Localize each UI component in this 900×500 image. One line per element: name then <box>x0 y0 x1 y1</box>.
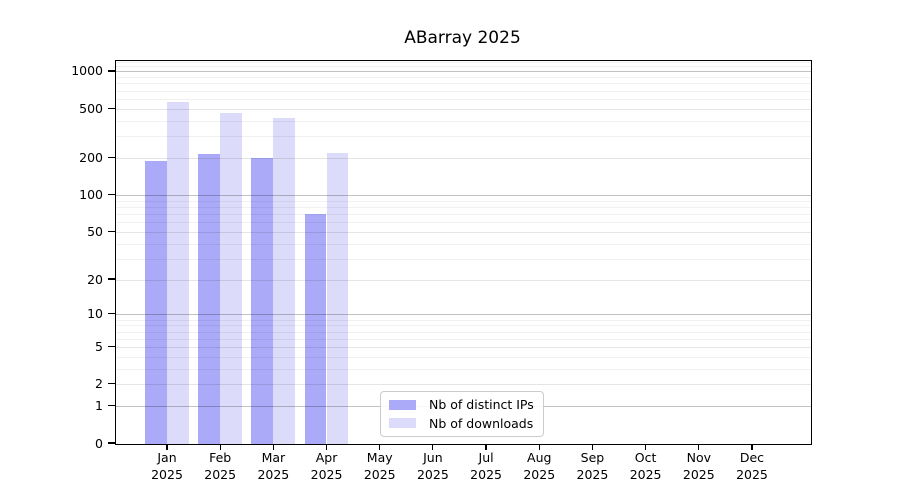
x-tick-mark <box>379 444 381 450</box>
x-tick-label: Feb 2025 <box>204 450 237 482</box>
bar-downloads <box>326 152 349 444</box>
bar-distinct-ips <box>198 154 220 444</box>
x-tick-label: Jun 2025 <box>416 450 449 482</box>
y-tick-label: 5 <box>95 339 103 354</box>
bar-distinct-ips <box>304 214 327 444</box>
plot-area <box>115 60 812 445</box>
bar-downloads <box>220 112 242 444</box>
chart-title: ABarray 2025 <box>404 28 521 48</box>
legend-item-downloads: Nb of downloads <box>389 416 535 431</box>
x-tick-mark <box>538 444 540 450</box>
y-tick-label: 2 <box>95 376 103 392</box>
x-tick-label: May 2025 <box>363 450 396 482</box>
bar-distinct-ips <box>251 158 273 444</box>
bar-downloads <box>273 117 295 444</box>
y-tick-mark <box>108 442 115 444</box>
legend-item-distinct-ips: Nb of distinct IPs <box>389 397 535 412</box>
y-tick-mark <box>108 193 115 196</box>
x-tick-mark <box>751 444 753 450</box>
x-tick-label: Oct 2025 <box>629 450 662 482</box>
x-tick-label: Aug 2025 <box>523 450 556 482</box>
x-tick-mark <box>591 444 594 450</box>
y-tick-mark <box>108 345 115 348</box>
x-tick-label: Jul 2025 <box>470 450 502 482</box>
x-tick-mark <box>698 444 700 450</box>
y-tick-label: 100 <box>79 186 103 202</box>
y-tick-mark <box>108 156 115 158</box>
y-tick-mark <box>108 230 115 232</box>
x-tick-mark <box>485 444 487 450</box>
x-tick-label: Jan 2025 <box>151 450 183 482</box>
x-tick-mark <box>219 444 221 450</box>
x-tick-mark <box>645 444 647 450</box>
y-tick-mark <box>108 70 115 72</box>
bar-downloads <box>167 101 189 444</box>
x-tick-label: Mar 2025 <box>257 450 290 482</box>
y-tick-mark <box>108 278 115 280</box>
y-tick-mark <box>108 313 115 315</box>
y-tick-label: 0 <box>95 435 103 451</box>
legend-swatch-downloads <box>389 418 416 429</box>
x-tick-mark <box>166 444 168 450</box>
x-tick-label: Apr 2025 <box>310 450 343 482</box>
y-tick-label: 200 <box>79 149 103 165</box>
legend-label-distinct-ips: Nb of distinct IPs <box>429 397 534 413</box>
x-tick-label: Nov 2025 <box>682 450 715 482</box>
bar-distinct-ips <box>145 160 167 444</box>
y-tick-label: 10 <box>87 306 103 322</box>
x-tick-mark <box>272 444 274 450</box>
y-tick-label: 50 <box>87 223 103 239</box>
y-tick-mark <box>108 107 115 109</box>
y-tick-mark <box>108 383 115 385</box>
y-tick-mark <box>108 405 115 407</box>
bars-layer <box>116 61 811 444</box>
y-tick-label: 1000 <box>71 63 103 79</box>
x-tick-label: Sep 2025 <box>576 450 609 482</box>
y-tick-label: 1 <box>95 398 103 414</box>
y-tick-label: 20 <box>87 271 103 287</box>
y-tick-label: 500 <box>79 100 103 116</box>
x-tick-mark <box>325 444 328 450</box>
legend: Nb of distinct IPs Nb of downloads <box>380 391 544 437</box>
legend-swatch-distinct-ips <box>389 399 416 410</box>
legend-label-downloads: Nb of downloads <box>429 415 534 431</box>
x-tick-label: Dec 2025 <box>736 450 768 482</box>
x-tick-mark <box>432 444 434 450</box>
